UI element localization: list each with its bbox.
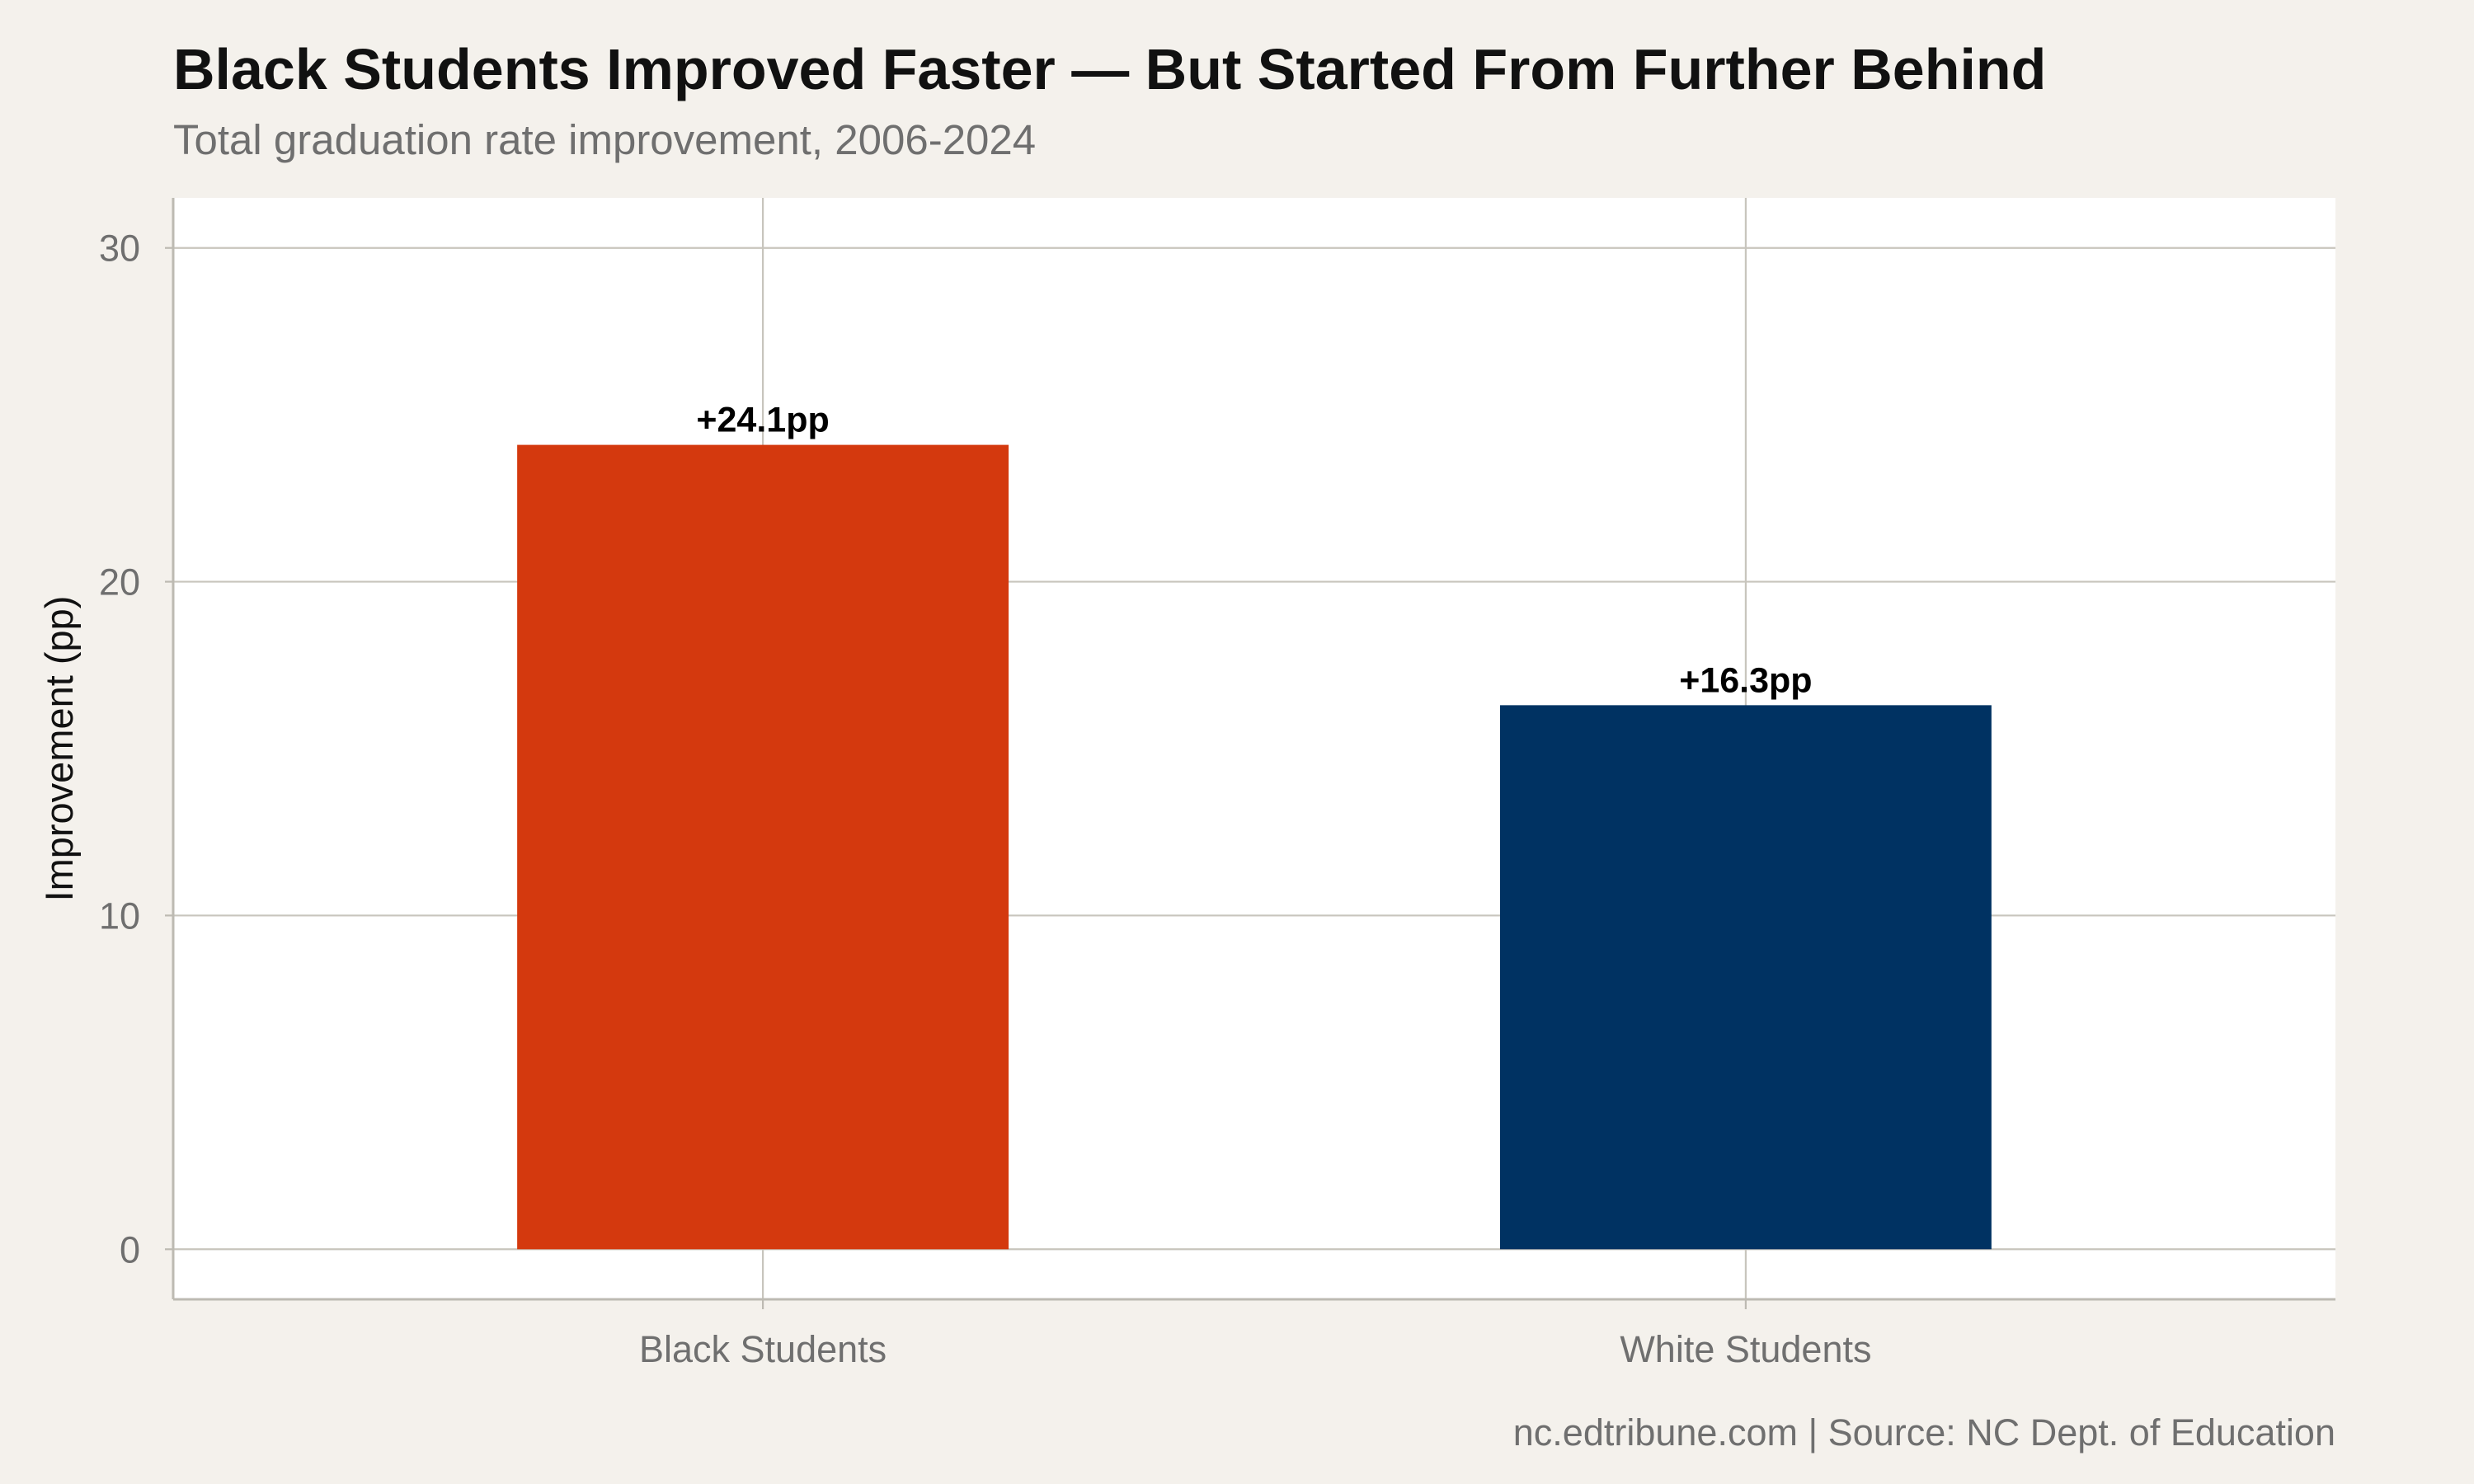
x-tick-label: White Students [1620, 1328, 1871, 1370]
bar-white-students [1499, 705, 1992, 1250]
data-label: +16.3pp [1679, 660, 1812, 700]
bar-layer [517, 444, 1992, 1250]
chart-title: Black Students Improved Faster — But Sta… [173, 37, 2047, 101]
y-tick-label: 20 [99, 561, 140, 603]
y-tick-label: 10 [99, 895, 140, 937]
label-layer: 0 10 20 30 +24.1pp Black Students +16.3pp White… [99, 228, 1872, 1370]
chart-subtitle: Total graduation rate improvement, 2006-… [173, 116, 1037, 163]
y-axis-label: Improvement (pp) [37, 596, 81, 902]
bar-black-students [517, 444, 1009, 1250]
x-tick-label: Black Students [639, 1328, 887, 1370]
plot-panel [173, 198, 2335, 1299]
y-tick-label: 30 [99, 228, 140, 270]
source-caption: nc.edtribune.com | Source: NC Dept. of E… [1512, 1411, 2335, 1453]
axis-layer [165, 198, 2335, 1309]
y-tick-label: 0 [120, 1228, 140, 1270]
data-label: +24.1pp [696, 401, 829, 440]
